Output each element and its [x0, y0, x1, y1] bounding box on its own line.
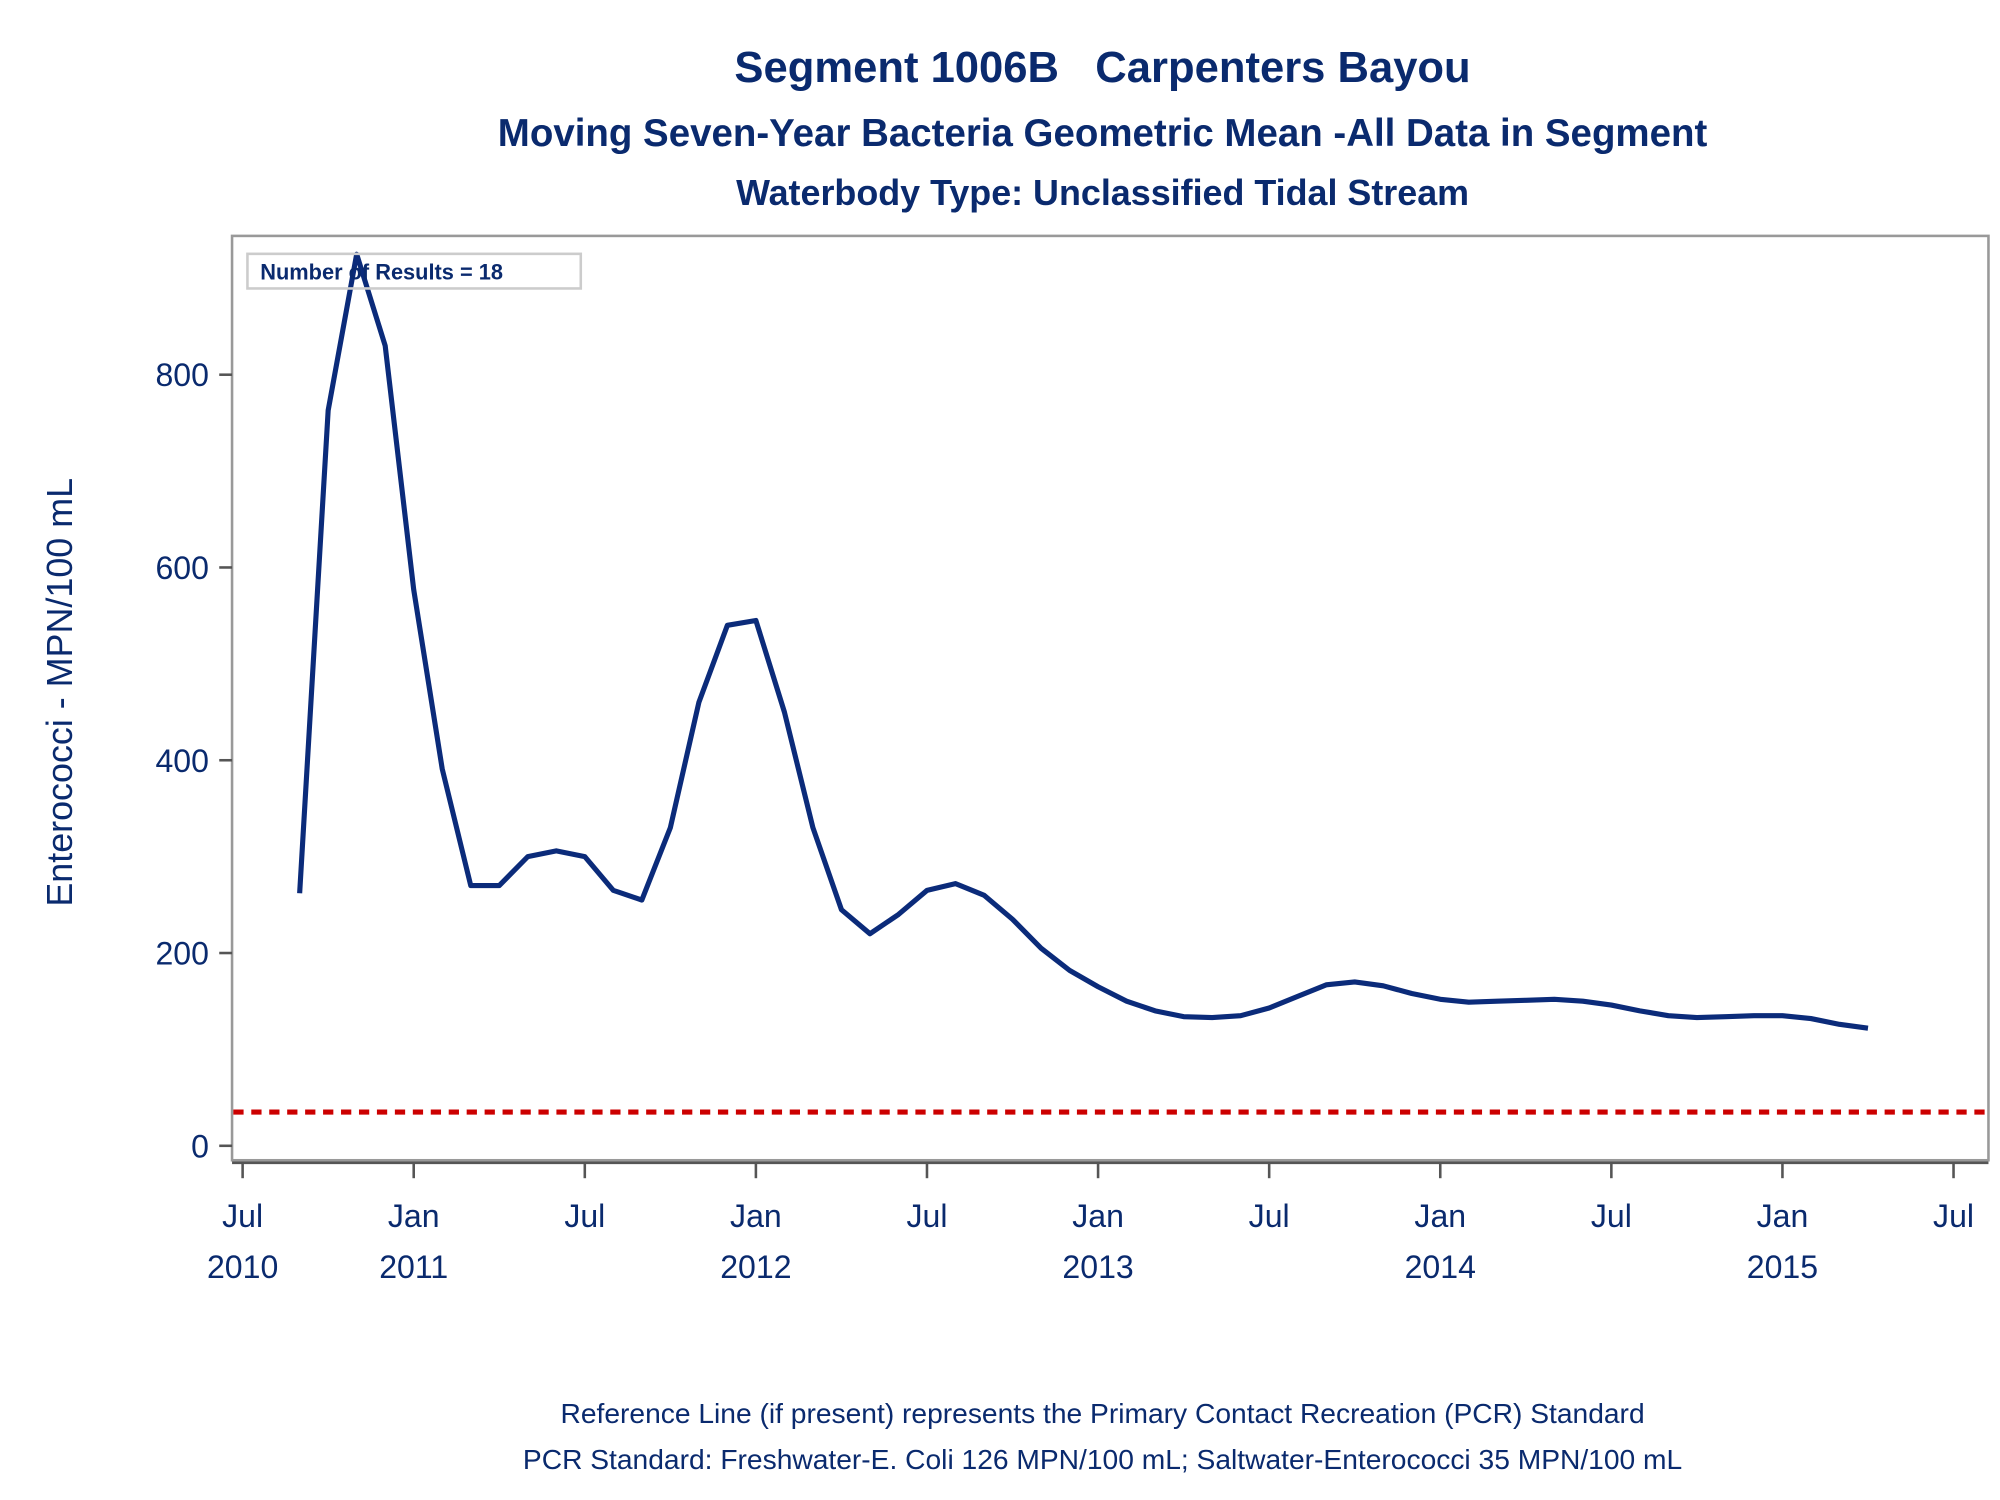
plot-frame: [230, 234, 1990, 1162]
y-axis-label: Enterococci - MPN/100 mL: [40, 478, 80, 907]
x-tick-label: Jan 2011: [379, 1198, 448, 1285]
y-tick-label: 800: [155, 357, 208, 393]
data-line: [297, 251, 1869, 1031]
y-tick-label: 200: [155, 936, 208, 972]
x-tick-label: Jan 2012: [720, 1198, 791, 1285]
x-tick-label: Jul: [564, 1198, 605, 1234]
x-tick-label: Jul: [907, 1198, 948, 1234]
x-tick-label: Jul 2010: [207, 1198, 278, 1285]
annotation: Number of Results = 18: [260, 259, 503, 284]
chart-subtitle: Waterbody Type: Unclassified Tidal Strea…: [736, 173, 1469, 213]
footnote: Reference Line (if present) represents t…: [560, 1397, 1644, 1429]
footnote: PCR Standard: Freshwater-E. Coli 126 MPN…: [523, 1443, 1682, 1475]
chart-title: Segment 1006B Carpenters Bayou: [734, 44, 1470, 92]
y-tick-label: 400: [155, 743, 208, 779]
x-tick-label: Jan 2013: [1062, 1198, 1133, 1285]
x-tick-label: Jan 2014: [1405, 1198, 1476, 1285]
x-tick-label: Jan 2015: [1747, 1198, 1818, 1285]
annotation-box: [246, 252, 583, 290]
x-tick-label: Jul: [1249, 1198, 1290, 1234]
x-tick-label: Jul: [1591, 1198, 1632, 1234]
chart-subtitle: Moving Seven-Year Bacteria Geometric Mea…: [498, 112, 1708, 155]
x-tick-label: Jul: [1933, 1198, 1974, 1234]
y-tick-label: 600: [155, 550, 208, 586]
y-tick-label: 0: [191, 1128, 209, 1164]
